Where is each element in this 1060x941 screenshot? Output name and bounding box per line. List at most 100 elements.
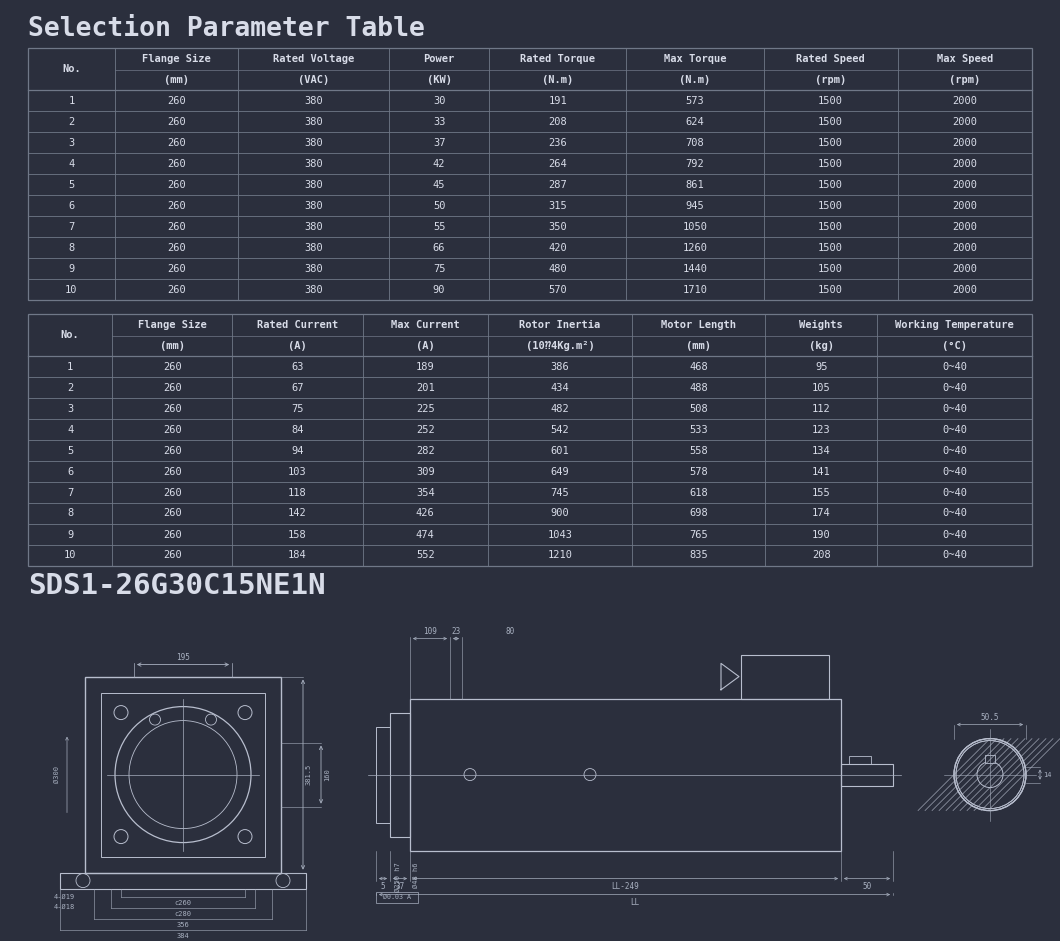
Text: (mm): (mm) (160, 341, 184, 351)
Text: 900: 900 (550, 508, 569, 518)
Text: 624: 624 (686, 117, 705, 126)
Text: 90: 90 (432, 284, 445, 295)
Text: 75: 75 (432, 263, 445, 274)
Text: 618: 618 (689, 487, 708, 498)
Text: 95: 95 (815, 361, 828, 372)
Bar (28, 48, 1032, 300)
Text: 745: 745 (550, 487, 569, 498)
Text: 1500: 1500 (818, 137, 843, 148)
Text: 260: 260 (163, 550, 181, 561)
Text: 2000: 2000 (952, 95, 977, 105)
Text: 2000: 2000 (952, 137, 977, 148)
Text: 1500: 1500 (818, 117, 843, 126)
Text: 380: 380 (304, 117, 322, 126)
Text: 508: 508 (689, 404, 708, 413)
Text: 1710: 1710 (683, 284, 707, 295)
Text: 236: 236 (549, 137, 567, 148)
Text: 488: 488 (689, 382, 708, 392)
Text: 282: 282 (416, 445, 435, 455)
Text: 309: 309 (416, 467, 435, 476)
Text: SDS1-26G30C15NE1N: SDS1-26G30C15NE1N (28, 572, 325, 600)
Text: 260: 260 (163, 487, 181, 498)
Text: 7: 7 (68, 221, 74, 231)
Text: Flange Size: Flange Size (138, 320, 207, 330)
Text: 155: 155 (812, 487, 830, 498)
Text: 2000: 2000 (952, 200, 977, 211)
Text: Ø0.03 A: Ø0.03 A (383, 894, 411, 901)
Text: 260: 260 (166, 117, 185, 126)
Text: Weights: Weights (799, 320, 843, 330)
Text: 112: 112 (812, 404, 830, 413)
Text: 1500: 1500 (818, 221, 843, 231)
Text: (A): (A) (416, 341, 435, 351)
Text: 542: 542 (550, 424, 569, 435)
Text: 0~40: 0~40 (942, 487, 967, 498)
Text: 160: 160 (324, 768, 330, 781)
Text: Rotor Inertia: Rotor Inertia (519, 320, 601, 330)
Text: 2000: 2000 (952, 180, 977, 189)
Text: 33: 33 (432, 117, 445, 126)
Text: (rpm): (rpm) (815, 75, 846, 85)
Text: 1210: 1210 (547, 550, 572, 561)
Bar (985, 755, 995, 762)
Text: 2000: 2000 (952, 243, 977, 252)
Text: 2000: 2000 (952, 284, 977, 295)
Text: Motor Length: Motor Length (661, 320, 737, 330)
Text: Power: Power (424, 55, 455, 64)
Text: 533: 533 (689, 424, 708, 435)
Text: 50: 50 (863, 882, 871, 890)
Text: 573: 573 (686, 95, 705, 105)
Text: Working Temperature: Working Temperature (895, 320, 1013, 330)
Text: 191: 191 (549, 95, 567, 105)
Text: 142: 142 (288, 508, 306, 518)
Text: 66: 66 (432, 243, 445, 252)
Text: 315: 315 (549, 200, 567, 211)
Text: 134: 134 (812, 445, 830, 455)
Text: 118: 118 (288, 487, 306, 498)
Text: 2000: 2000 (952, 117, 977, 126)
Text: 4-Ø19: 4-Ø19 (54, 894, 75, 900)
Text: Ø48 h6: Ø48 h6 (413, 863, 419, 888)
Text: 380: 380 (304, 180, 322, 189)
Text: 1043: 1043 (547, 530, 572, 539)
Text: 94: 94 (292, 445, 303, 455)
Text: 1500: 1500 (818, 180, 843, 189)
Bar (849, 756, 871, 763)
Text: 14: 14 (1043, 772, 1052, 777)
Text: Rated Voltage: Rated Voltage (272, 55, 354, 64)
Text: 189: 189 (416, 361, 435, 372)
Text: Rated Current: Rated Current (257, 320, 338, 330)
Text: Rated Speed: Rated Speed (796, 55, 865, 64)
Text: 835: 835 (689, 550, 708, 561)
Text: 6: 6 (67, 467, 73, 476)
Text: 434: 434 (550, 382, 569, 392)
Text: 50: 50 (432, 200, 445, 211)
Text: 0~40: 0~40 (942, 382, 967, 392)
Bar (390, 712, 410, 837)
Text: 50.5: 50.5 (980, 712, 1000, 722)
Text: 2: 2 (68, 117, 74, 126)
Text: 260: 260 (166, 200, 185, 211)
Text: 0~40: 0~40 (942, 404, 967, 413)
Text: 5: 5 (381, 882, 386, 890)
Text: 2000: 2000 (952, 263, 977, 274)
Text: LL: LL (630, 898, 639, 906)
Text: Rated Torque: Rated Torque (520, 55, 596, 64)
Text: 252: 252 (416, 424, 435, 435)
Text: 287: 287 (549, 180, 567, 189)
Text: 260: 260 (166, 263, 185, 274)
Text: 67: 67 (292, 382, 303, 392)
Text: 578: 578 (689, 467, 708, 476)
Text: c280: c280 (175, 911, 192, 917)
Text: 109: 109 (423, 627, 437, 635)
Text: 4: 4 (67, 424, 73, 435)
Text: 356: 356 (177, 921, 190, 928)
Text: 708: 708 (686, 137, 705, 148)
Text: 1050: 1050 (683, 221, 707, 231)
Text: (N.m): (N.m) (679, 75, 710, 85)
Text: Max Speed: Max Speed (937, 55, 993, 64)
Text: 0~40: 0~40 (942, 530, 967, 539)
Bar (101, 693, 265, 856)
Text: 5: 5 (68, 180, 74, 189)
Text: Flange Size: Flange Size (142, 55, 211, 64)
